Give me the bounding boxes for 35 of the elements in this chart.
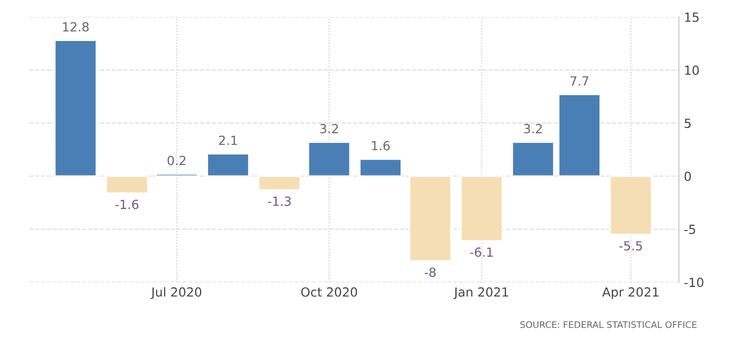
x-tick-label: Jul 2020 (150, 287, 202, 300)
data-label: 7.7 (570, 76, 588, 86)
bar (558, 94, 601, 177)
data-label: -8 (424, 268, 436, 278)
data-label: -5.5 (619, 241, 642, 251)
y-tick-label: -5 (684, 224, 696, 234)
data-label: 3.2 (320, 124, 338, 134)
data-label: 3.2 (524, 124, 542, 134)
bar (359, 158, 402, 177)
data-label: -1.6 (115, 200, 138, 210)
bar (460, 175, 504, 242)
x-tick-label: Jan 2021 (453, 287, 508, 300)
bar (408, 175, 452, 262)
bar (609, 175, 652, 236)
bar (54, 40, 98, 177)
bar (512, 141, 554, 177)
bar (308, 141, 351, 177)
bar (258, 175, 301, 191)
x-tick-label: Oct 2020 (301, 287, 358, 297)
y-tick-label: -10 (684, 278, 704, 288)
x-tick-label: Apr 2021 (602, 287, 658, 300)
y-tick-label: 10 (685, 66, 699, 75)
data-label: 0.2 (168, 156, 186, 166)
y-tick-label: 0 (684, 172, 691, 182)
bar (155, 173, 198, 177)
y-tick-label: 15 (685, 12, 699, 22)
data-label: 1.6 (372, 140, 390, 150)
bar (106, 175, 148, 194)
data-label: -1.3 (268, 196, 291, 206)
source-note: SOURCE: FEDERAL STATISTICAL OFFICE (520, 321, 697, 328)
bar (206, 153, 250, 177)
y-tick-label: 5 (684, 118, 691, 128)
data-label: -6.1 (470, 247, 493, 257)
data-label: 12.8 (63, 22, 89, 32)
data-label: 2.1 (219, 136, 237, 145)
